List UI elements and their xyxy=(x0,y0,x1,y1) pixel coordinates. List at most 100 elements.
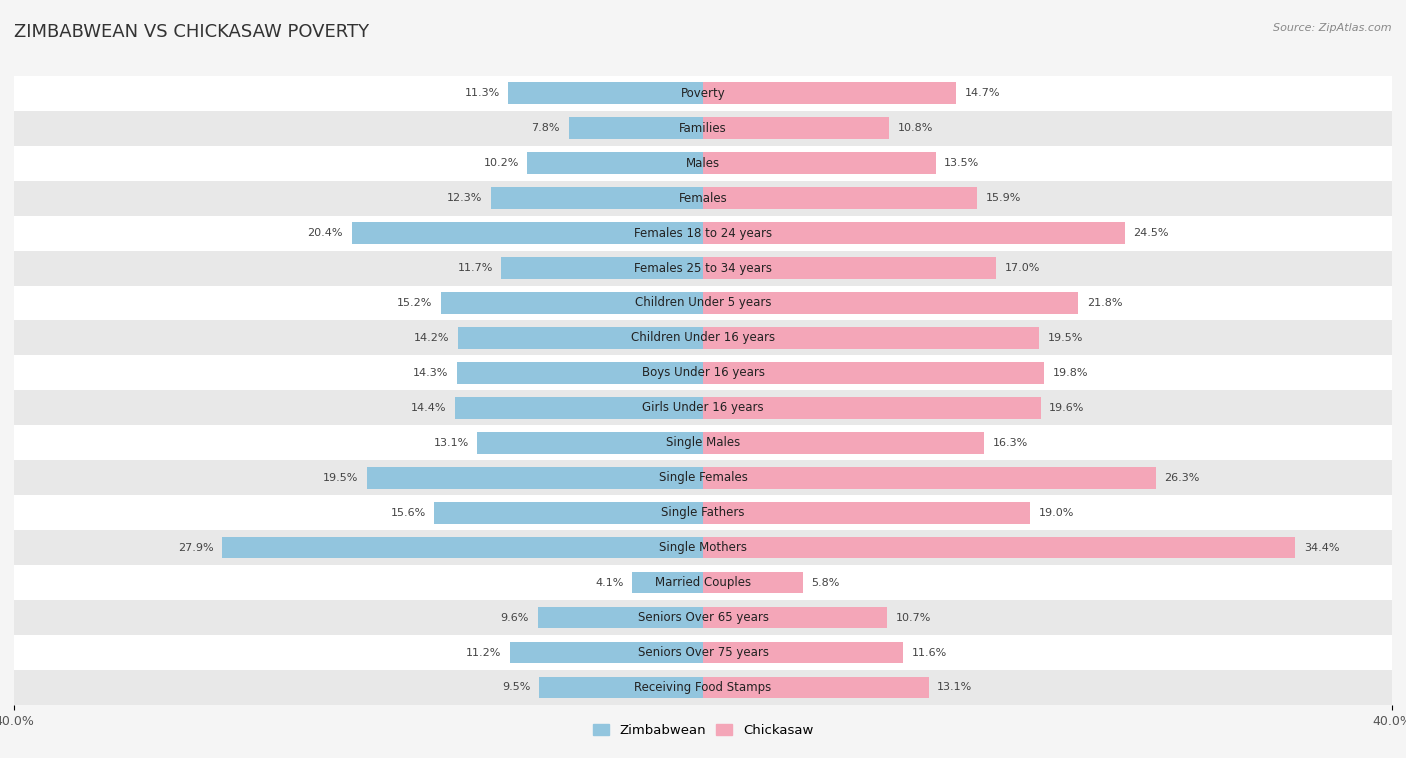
Text: 14.7%: 14.7% xyxy=(965,88,1000,99)
Bar xyxy=(14,425,1392,460)
Bar xyxy=(14,390,1392,425)
Text: 14.2%: 14.2% xyxy=(415,333,450,343)
Bar xyxy=(14,495,1392,530)
Text: 27.9%: 27.9% xyxy=(179,543,214,553)
Bar xyxy=(222,537,703,559)
Bar xyxy=(14,670,1392,705)
Bar xyxy=(14,180,1392,215)
Bar xyxy=(568,117,703,139)
Text: 11.2%: 11.2% xyxy=(467,647,502,657)
Text: 10.7%: 10.7% xyxy=(896,612,931,622)
Text: 34.4%: 34.4% xyxy=(1305,543,1340,553)
Text: 5.8%: 5.8% xyxy=(811,578,839,587)
Bar xyxy=(703,362,1045,384)
Text: Females: Females xyxy=(679,192,727,205)
Bar xyxy=(703,83,956,104)
Text: 24.5%: 24.5% xyxy=(1133,228,1168,238)
Text: 15.9%: 15.9% xyxy=(986,193,1021,203)
Bar xyxy=(14,635,1392,670)
Bar xyxy=(14,460,1392,495)
Bar xyxy=(352,222,703,244)
Bar xyxy=(537,606,703,628)
Text: 16.3%: 16.3% xyxy=(993,438,1028,448)
Bar xyxy=(703,257,995,279)
Bar xyxy=(703,222,1125,244)
Bar xyxy=(14,286,1392,321)
Text: Seniors Over 75 years: Seniors Over 75 years xyxy=(637,646,769,659)
Bar xyxy=(434,502,703,524)
Bar xyxy=(14,530,1392,565)
Bar xyxy=(14,321,1392,356)
Text: Females 25 to 34 years: Females 25 to 34 years xyxy=(634,262,772,274)
Text: Single Mothers: Single Mothers xyxy=(659,541,747,554)
Text: 19.6%: 19.6% xyxy=(1049,402,1084,413)
Bar xyxy=(14,146,1392,180)
Text: Single Females: Single Females xyxy=(658,471,748,484)
Bar xyxy=(502,257,703,279)
Bar xyxy=(540,677,703,698)
Text: 21.8%: 21.8% xyxy=(1087,298,1122,308)
Text: 7.8%: 7.8% xyxy=(531,124,560,133)
Bar xyxy=(441,292,703,314)
Text: ZIMBABWEAN VS CHICKASAW POVERTY: ZIMBABWEAN VS CHICKASAW POVERTY xyxy=(14,23,370,41)
Bar xyxy=(703,642,903,663)
Text: Seniors Over 65 years: Seniors Over 65 years xyxy=(637,611,769,624)
Text: 19.5%: 19.5% xyxy=(1047,333,1083,343)
Bar xyxy=(703,397,1040,418)
Text: Females 18 to 24 years: Females 18 to 24 years xyxy=(634,227,772,240)
Text: Single Fathers: Single Fathers xyxy=(661,506,745,519)
Bar xyxy=(633,572,703,594)
Text: 14.3%: 14.3% xyxy=(413,368,449,378)
Text: 11.7%: 11.7% xyxy=(457,263,494,273)
Text: Males: Males xyxy=(686,157,720,170)
Bar xyxy=(703,187,977,209)
Bar xyxy=(703,292,1078,314)
Text: 19.5%: 19.5% xyxy=(323,473,359,483)
Text: 13.1%: 13.1% xyxy=(938,682,973,693)
Text: Married Couples: Married Couples xyxy=(655,576,751,589)
Text: 13.5%: 13.5% xyxy=(945,158,980,168)
Bar xyxy=(509,83,703,104)
Bar xyxy=(14,600,1392,635)
Text: Source: ZipAtlas.com: Source: ZipAtlas.com xyxy=(1274,23,1392,33)
Bar xyxy=(14,76,1392,111)
Bar xyxy=(14,215,1392,251)
Text: 10.2%: 10.2% xyxy=(484,158,519,168)
Text: Girls Under 16 years: Girls Under 16 years xyxy=(643,401,763,415)
Text: 4.1%: 4.1% xyxy=(595,578,624,587)
Bar xyxy=(491,187,703,209)
Text: Children Under 5 years: Children Under 5 years xyxy=(634,296,772,309)
Bar xyxy=(703,117,889,139)
Bar xyxy=(457,362,703,384)
Text: Receiving Food Stamps: Receiving Food Stamps xyxy=(634,681,772,694)
Bar xyxy=(703,467,1156,489)
Text: 14.4%: 14.4% xyxy=(411,402,446,413)
Text: 11.6%: 11.6% xyxy=(911,647,946,657)
Text: Families: Families xyxy=(679,122,727,135)
Bar xyxy=(703,572,803,594)
Bar xyxy=(703,327,1039,349)
Bar xyxy=(367,467,703,489)
Text: 13.1%: 13.1% xyxy=(433,438,468,448)
Text: 12.3%: 12.3% xyxy=(447,193,482,203)
Bar xyxy=(703,152,935,174)
Text: Children Under 16 years: Children Under 16 years xyxy=(631,331,775,344)
Text: 9.5%: 9.5% xyxy=(502,682,531,693)
Text: 19.0%: 19.0% xyxy=(1039,508,1074,518)
Bar xyxy=(510,642,703,663)
Bar xyxy=(14,356,1392,390)
Bar xyxy=(703,432,984,453)
Text: Poverty: Poverty xyxy=(681,86,725,100)
Legend: Zimbabwean, Chickasaw: Zimbabwean, Chickasaw xyxy=(588,719,818,742)
Text: 11.3%: 11.3% xyxy=(464,88,499,99)
Text: 10.8%: 10.8% xyxy=(897,124,934,133)
Bar xyxy=(703,677,928,698)
Text: 17.0%: 17.0% xyxy=(1004,263,1040,273)
Text: 19.8%: 19.8% xyxy=(1053,368,1088,378)
Text: 26.3%: 26.3% xyxy=(1164,473,1199,483)
Bar xyxy=(703,502,1031,524)
Text: 15.6%: 15.6% xyxy=(391,508,426,518)
Bar xyxy=(456,397,703,418)
Bar xyxy=(458,327,703,349)
Bar xyxy=(478,432,703,453)
